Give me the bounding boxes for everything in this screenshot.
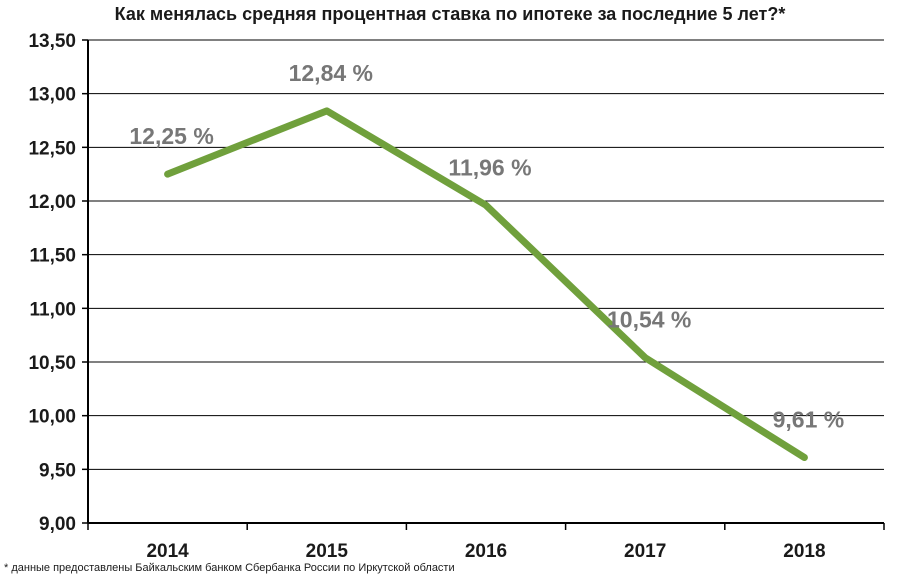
data-point — [324, 108, 330, 114]
x-tick-label: 2016 — [465, 541, 507, 562]
y-tick-label: 13,00 — [28, 85, 76, 106]
data-point — [642, 355, 648, 361]
y-tick-label: 13,50 — [28, 31, 76, 52]
y-tick-label: 10,50 — [28, 353, 76, 374]
y-tick-label: 10,00 — [28, 407, 76, 428]
data-label: 10,54 % — [607, 307, 691, 333]
x-tick-label: 2015 — [306, 541, 349, 562]
y-tick-label: 11,50 — [30, 246, 77, 267]
data-label: 12,25 % — [129, 123, 213, 149]
chart-title: Как менялась средняя процентная ставка п… — [114, 4, 786, 24]
footnote: * данные предоставлены Байкальским банко… — [4, 562, 455, 574]
x-tick-label: 2017 — [624, 541, 666, 562]
data-point — [165, 171, 171, 177]
y-tick-label: 9,00 — [39, 514, 76, 535]
y-tick-label: 11,00 — [30, 299, 77, 320]
data-label: 9,61 % — [773, 407, 845, 433]
y-tick-label: 12,00 — [28, 192, 76, 213]
data-point — [483, 202, 489, 208]
x-tick-label: 2014 — [146, 541, 189, 562]
data-label: 11,96 % — [448, 154, 531, 180]
data-label: 12,84 % — [289, 60, 373, 86]
y-tick-label: 9,50 — [39, 460, 76, 481]
data-point — [801, 455, 807, 461]
y-tick-label: 12,50 — [28, 138, 76, 159]
x-tick-label: 2018 — [783, 541, 825, 562]
